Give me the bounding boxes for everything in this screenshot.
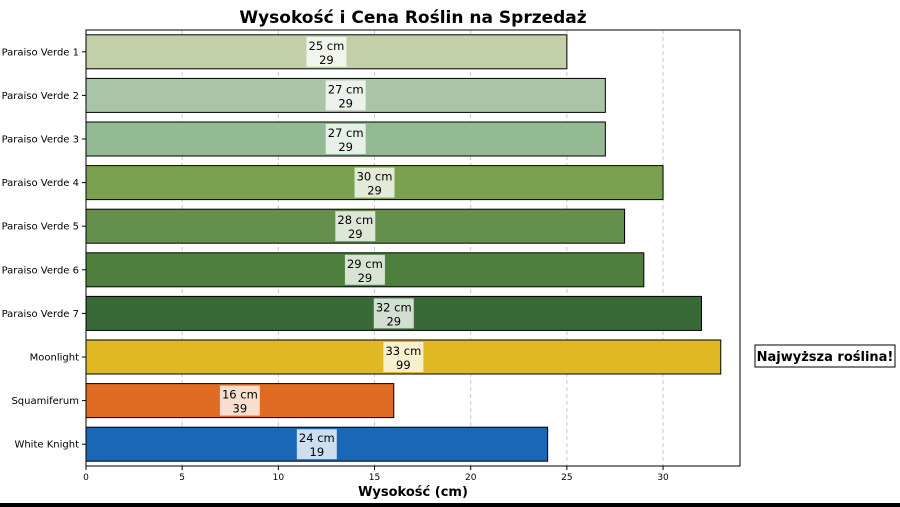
y-tick-label: Paraiso Verde 7 xyxy=(2,309,79,320)
y-tick-label: Paraiso Verde 6 xyxy=(2,265,79,276)
y-tick-label: Paraiso Verde 4 xyxy=(2,178,79,189)
bar-price-label: 29 xyxy=(386,314,401,328)
bar-price-label: 29 xyxy=(358,271,373,285)
bar-price-label: 99 xyxy=(396,358,411,372)
bar-label-box xyxy=(344,254,385,285)
bar-height-label: 33 cm xyxy=(385,344,421,358)
x-tick-label: 5 xyxy=(179,473,185,483)
bar-height-label: 32 cm xyxy=(376,300,412,314)
bar-label-box xyxy=(325,80,366,111)
bar-height-label: 27 cm xyxy=(328,126,364,140)
plot-frame xyxy=(85,29,741,467)
y-tick-label: Paraiso Verde 5 xyxy=(2,222,79,233)
x-tick-label: 0 xyxy=(83,473,89,483)
bar-price-label: 29 xyxy=(338,96,353,110)
x-tick-label: 15 xyxy=(369,473,380,483)
bar-price-label: 39 xyxy=(233,402,248,416)
bar-label-box xyxy=(325,124,366,154)
bar-height-label: 28 cm xyxy=(337,213,373,227)
bar-label-box xyxy=(306,36,347,67)
bar-label-box xyxy=(383,342,424,372)
bar-price-label: 19 xyxy=(310,445,325,459)
y-tick-label: Paraiso Verde 3 xyxy=(2,135,79,146)
bar-height-label: 30 cm xyxy=(357,170,393,184)
y-tick-label: Paraiso Verde 2 xyxy=(2,91,79,102)
x-tick-label: 30 xyxy=(657,473,669,483)
y-tick-label: Paraiso Verde 1 xyxy=(2,47,79,58)
bar-height-label: 29 cm xyxy=(347,257,383,271)
y-tick-label: Moonlight xyxy=(30,353,79,364)
bar-label-box xyxy=(296,429,337,460)
bar-price-label: 29 xyxy=(367,184,382,198)
x-axis-label: Wysokość (cm) xyxy=(358,485,468,500)
highlight-annotation: Najwyższa roślina! xyxy=(754,344,896,368)
bar-label-box xyxy=(335,211,376,242)
chart-title: Wysokość i Cena Roślin na Sprzedaż xyxy=(239,8,586,28)
y-axis-ticks: Paraiso Verde 1 Paraiso Verde 2 Paraiso Ve… xyxy=(2,47,86,451)
annotation-box xyxy=(754,344,896,368)
bar-price-label: 29 xyxy=(319,53,334,67)
x-tick-label: 10 xyxy=(273,473,285,483)
bar-price-label: 29 xyxy=(338,140,353,154)
annotation-text: Najwyższa roślina! xyxy=(757,350,894,365)
bar-label-box xyxy=(373,298,414,329)
y-tick-label: Squamiferum xyxy=(11,396,79,407)
bars xyxy=(85,34,722,462)
bar-label-box xyxy=(219,385,260,416)
bar-height-label: 16 cm xyxy=(222,388,258,402)
x-axis-ticks: 0 5 10 15 20 25 30 xyxy=(83,466,669,483)
bar-height-label: 27 cm xyxy=(328,82,364,96)
bar-height-label: 25 cm xyxy=(309,39,345,53)
x-tick-label: 25 xyxy=(561,473,572,483)
bar-height-label: 24 cm xyxy=(299,431,335,445)
y-tick-label: White Knight xyxy=(14,440,79,451)
bar-label-box xyxy=(354,167,395,198)
bar-price-label: 29 xyxy=(348,227,363,241)
x-tick-label: 20 xyxy=(465,473,477,483)
